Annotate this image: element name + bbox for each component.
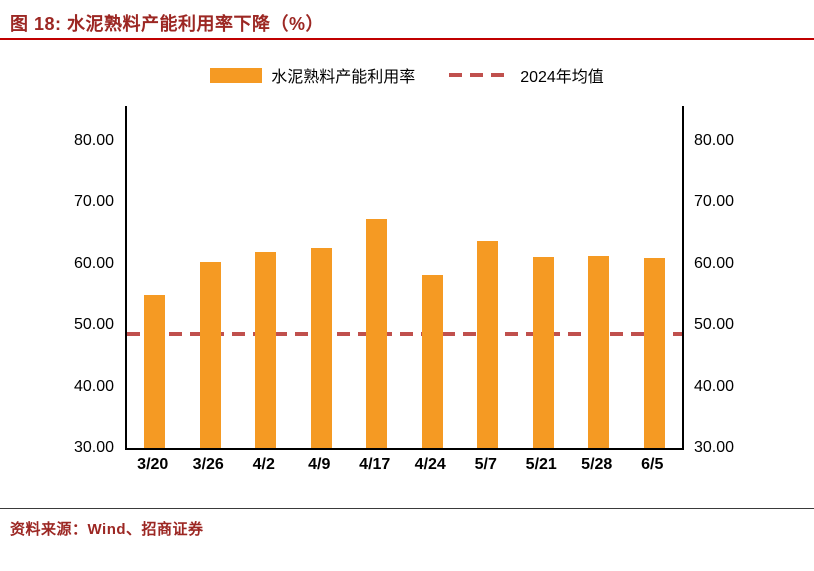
x-tick-4/9: 4/9 (308, 456, 331, 473)
x-tick-5/7: 5/7 (474, 456, 497, 473)
figure-title: 图 18: 水泥熟料产能利用率下降（%） (10, 14, 325, 34)
chart-area: 30.00 30.00 40.00 40.00 50.00 50.00 60.00 60.00… (0, 106, 814, 486)
bar-4/2 (255, 252, 277, 448)
footer-divider (0, 508, 814, 509)
y-tick-right-80.00: 80.00 (694, 132, 735, 149)
bar-4/17 (366, 219, 388, 448)
dashed-line-swatch-icon (449, 73, 512, 77)
y-tick-left-80.00: 80.00 (73, 132, 114, 149)
y-tick-left-50.00: 50.00 (73, 316, 114, 334)
legend-item-bars: 水泥熟料产能利用率 (210, 63, 415, 87)
y-tick-right-40.00: 40.00 (694, 377, 735, 395)
x-tick-3/20: 3/20 (137, 456, 169, 473)
bar-4/24 (421, 274, 443, 448)
x-tick-6/5: 6/5 (641, 456, 664, 473)
y-tick-right-70.00: 70.00 (694, 193, 735, 211)
y-tick-left-70.00: 70.00 (73, 193, 114, 211)
y-tick-left-40.00: 40.00 (73, 377, 114, 395)
bar-series-label: 水泥熟料产能利用率 (271, 69, 416, 86)
plot-area (125, 106, 684, 450)
bar-5/28 (588, 256, 610, 448)
x-tick-4/2: 4/2 (252, 456, 275, 473)
x-tick-4/17: 4/17 (359, 456, 391, 473)
source-note: 资料来源：Wind、招商证券 (10, 521, 204, 538)
average-value-line (127, 331, 682, 336)
y-tick-left-60.00: 60.00 (73, 254, 114, 272)
x-tick-5/28: 5/28 (581, 456, 613, 473)
bar-series-swatch-icon (210, 67, 263, 83)
legend-item-average: 2024年均值 (449, 63, 604, 87)
y-tick-right-60.00: 60.00 (694, 254, 735, 272)
bar-4/9 (310, 248, 332, 448)
bar-5/21 (532, 257, 554, 448)
bar-6/5 (643, 258, 665, 448)
x-tick-5/21: 5/21 (525, 456, 557, 473)
average-line-label: 2024年均值 (520, 69, 604, 86)
bar-5/7 (477, 240, 499, 448)
bar-3/26 (199, 262, 221, 448)
y-tick-left-30.00: 30.00 (73, 439, 114, 456)
title-divider (0, 38, 814, 40)
x-tick-4/24: 4/24 (414, 456, 446, 473)
chart-legend: 水泥熟料产能利用率 2024年均值 (0, 64, 814, 86)
bar-3/20 (144, 294, 166, 448)
y-tick-right-50.00: 50.00 (694, 316, 735, 334)
x-tick-3/26: 3/26 (192, 456, 224, 473)
y-tick-right-30.00: 30.00 (694, 439, 735, 456)
